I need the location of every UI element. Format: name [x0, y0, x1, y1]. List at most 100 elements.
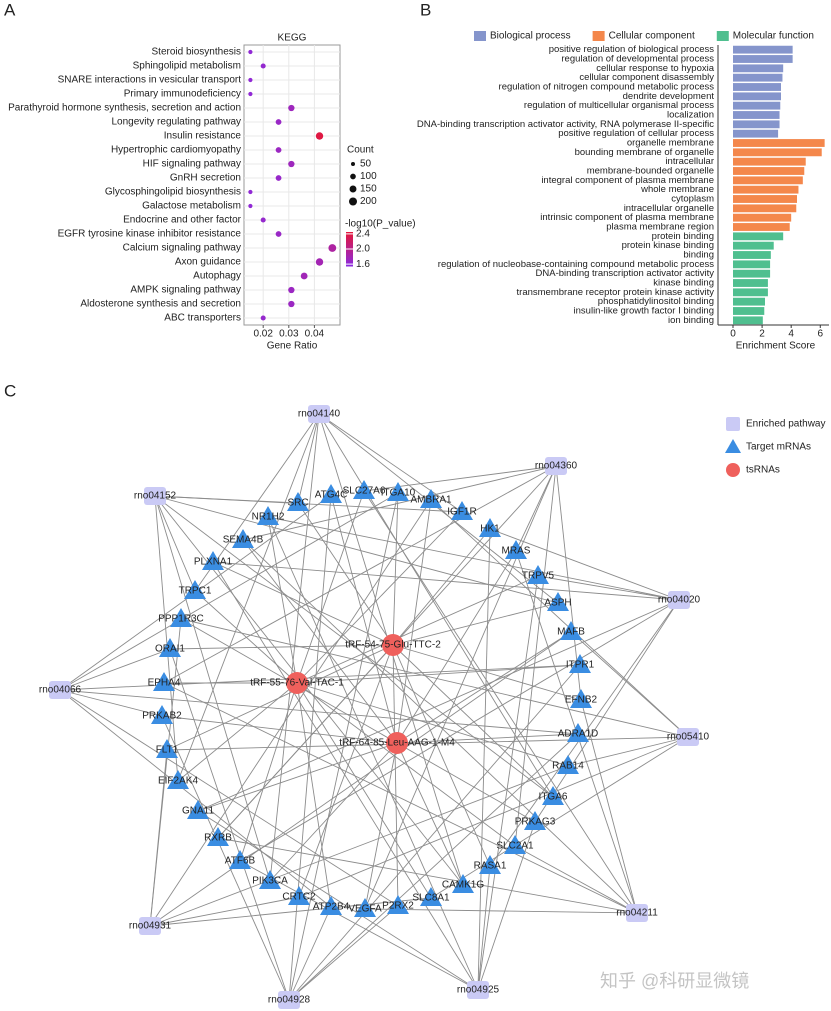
edge [430, 736, 689, 899]
y-tick-label: HIF signaling pathway [143, 159, 241, 170]
edge [477, 865, 491, 991]
y-tick-label: regulation of multicellular organismal p… [524, 100, 714, 111]
colorbar [346, 244, 353, 247]
dot [260, 217, 266, 223]
edge [318, 413, 554, 798]
legend-label: 100 [360, 171, 377, 182]
bar [733, 120, 780, 129]
mrna-node [170, 608, 192, 627]
y-tick-label: integral component of plasma membrane [541, 175, 714, 186]
panel-label: C [4, 381, 16, 400]
node-label: rno04360 [535, 461, 578, 472]
y-tick-label: Aldosterone synthesis and secretion [80, 299, 241, 310]
y-tick-label: Galactose metabolism [142, 201, 241, 212]
tsrna-node [386, 732, 408, 754]
edge [288, 492, 399, 1001]
dot [248, 49, 253, 55]
mrna-node [232, 529, 254, 548]
dot [275, 175, 282, 181]
mrna-node [542, 786, 564, 805]
bar [733, 279, 768, 287]
edge [298, 644, 394, 898]
node-label: rno04140 [298, 409, 341, 420]
pathway-node [308, 405, 330, 423]
bar [733, 129, 779, 138]
node-label: EPHA4 [148, 678, 181, 689]
edge [149, 631, 572, 927]
panel-label: A [4, 0, 16, 19]
edge [364, 742, 398, 910]
dot [260, 63, 266, 69]
dot [275, 231, 282, 237]
mrna-node [257, 506, 279, 525]
edge [396, 499, 432, 744]
legend-key [592, 31, 605, 41]
dot [248, 189, 253, 195]
bar [733, 64, 784, 73]
y-tick-label: positive regulation of cellular process [558, 128, 714, 139]
colorbar-label: 2.0 [356, 244, 370, 255]
node-label: RXRB [204, 833, 232, 844]
edge [149, 897, 432, 927]
mrna-node [151, 705, 173, 724]
y-tick-label: cellular response to hypoxia [596, 63, 714, 74]
edge [59, 689, 399, 907]
y-tick-label: DNA-binding transcription activator acti… [417, 119, 714, 130]
colorbar-label: 2.4 [356, 229, 370, 240]
mrna-node [505, 540, 527, 559]
bar [733, 55, 793, 63]
mrna-node [184, 580, 206, 599]
node-label: PLXNA1 [194, 557, 233, 568]
y-tick-label: protein kinase binding [622, 240, 714, 251]
edge [567, 736, 689, 767]
colorbar [346, 254, 353, 257]
edge [149, 499, 432, 927]
x-tick-label: 4 [788, 329, 794, 340]
edge [149, 765, 569, 927]
pathway-node [144, 487, 166, 505]
mrna-node [570, 689, 592, 708]
legend-label: 200 [360, 196, 377, 207]
node-label: rno04066 [39, 685, 82, 696]
y-tick-label: insulin-like growth factor I binding [574, 306, 714, 317]
node-label: ITGA6 [539, 792, 568, 803]
x-axis-label: Gene Ratio [267, 341, 318, 352]
y-tick-label: EGFR tyrosine kinase inhibitor resistanc… [58, 229, 242, 240]
node-label: tRF-64-85-Leu-AAG-1-M4 [339, 738, 455, 749]
mrna-node [452, 874, 474, 893]
x-tick-label: 0.04 [305, 329, 325, 340]
mrna-node [159, 638, 181, 657]
y-tick-label: intracellular [665, 156, 714, 167]
y-tick-label: Endocrine and other factor [123, 215, 242, 226]
x-tick-label: 6 [817, 329, 823, 340]
y-tick-label: dendrite development [623, 91, 715, 102]
plot-area [243, 44, 341, 326]
mrna-node [451, 501, 473, 520]
edge [194, 590, 298, 684]
legend-label: Target mRNAs [746, 442, 811, 453]
y-tick-label: localization [667, 110, 714, 121]
bar [733, 251, 771, 259]
dot [288, 286, 295, 294]
edge [154, 495, 271, 882]
colorbar [346, 234, 353, 237]
edge [296, 664, 581, 684]
size-key [351, 162, 355, 166]
bar [733, 260, 771, 269]
node-label: ASPH [544, 598, 571, 609]
node-label: MRAS [502, 546, 531, 557]
node-label: TRPV5 [522, 571, 555, 582]
edge [177, 413, 320, 782]
node-label: CRTC2 [282, 892, 316, 903]
edge [197, 742, 398, 812]
edge [59, 689, 332, 908]
edge [396, 742, 536, 823]
legend-key [726, 417, 740, 431]
colorbar [346, 262, 353, 265]
y-tick-label: Sphingolipid metabolism [133, 61, 241, 72]
node-label: ADRA1D [558, 729, 599, 740]
edge [149, 896, 300, 927]
y-tick-label: Glycosphingolipid biosynthesis [105, 187, 241, 198]
size-key [350, 173, 356, 180]
x-axis-label: Enrichment Score [736, 341, 816, 352]
